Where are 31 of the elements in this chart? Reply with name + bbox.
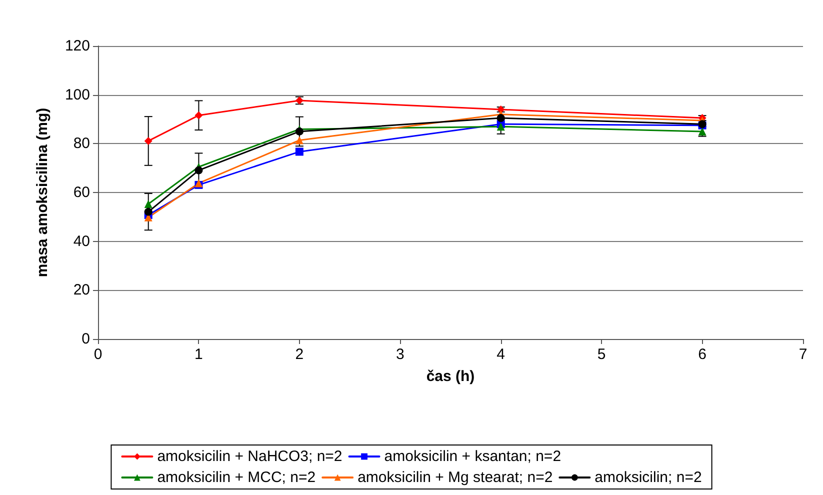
x-tick-label: 3 <box>396 346 404 363</box>
legend-label: amoksicilin + NaHCO3; n=2 <box>157 448 342 465</box>
point <box>295 148 304 156</box>
point <box>144 200 152 208</box>
legend-label: amoksicilin + ksantan; n=2 <box>384 448 562 465</box>
y-axis-title: masa amoksicilina (mg) <box>34 108 51 278</box>
y-tick-label: 20 <box>73 282 90 299</box>
x-tick-label: 2 <box>295 346 304 363</box>
x-tick-label: 0 <box>94 346 102 363</box>
point <box>194 111 203 120</box>
y-tick-label: 100 <box>64 86 90 104</box>
point <box>496 122 505 131</box>
y-tick-label: 40 <box>73 232 90 250</box>
x-tick-label: 5 <box>597 346 606 363</box>
y-tick-label: 60 <box>73 184 90 201</box>
x-tick-label: 6 <box>698 346 706 363</box>
x-tick-label: 4 <box>496 346 506 363</box>
point <box>295 136 304 144</box>
x-tick-label: 7 <box>798 346 808 363</box>
legend-label: amoksicilin + Mg stearat; n=2 <box>358 469 553 486</box>
legend-label: amoksicilin; n=2 <box>594 469 702 486</box>
y-tick-label: 120 <box>64 38 90 54</box>
x-axis-title: čas (h) <box>426 368 475 385</box>
point <box>496 114 505 122</box>
y-tick-label: 80 <box>73 135 90 152</box>
point <box>144 208 152 216</box>
y-tick-label: 0 <box>82 330 90 348</box>
legend-label: amoksicilin + MCC; n=2 <box>157 469 316 486</box>
point <box>194 166 203 174</box>
point <box>144 136 152 145</box>
x-tick-label: 1 <box>194 346 203 363</box>
